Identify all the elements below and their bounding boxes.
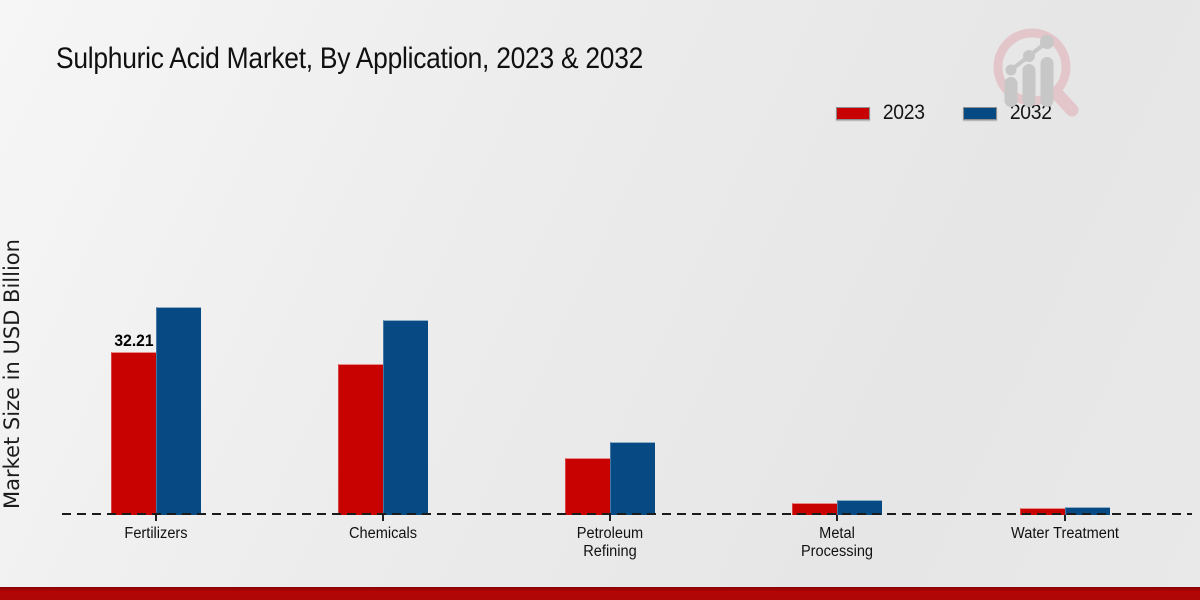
bar-2032-chemicals: [383, 320, 429, 515]
bar-2023-water-treatment: [1019, 508, 1065, 515]
data-label-2023-fertilizers: 32.21: [113, 331, 154, 351]
legend: 2023 2032: [836, 101, 1053, 125]
category-label-petroleum-refining: Petroleum Refining: [577, 525, 644, 561]
footer-red-bar: [0, 587, 1200, 600]
legend-label-2023: 2023: [882, 101, 925, 124]
legend-item-2032: 2032: [962, 101, 1054, 125]
category-label-fertilizers: Fertilizers: [124, 525, 188, 542]
bar-2023-chemicals: [338, 363, 384, 515]
x-axis-tick-metal-processing: [836, 515, 839, 521]
bar-2023-metal-processing: [792, 503, 838, 515]
bar-2032-metal-processing: [837, 499, 883, 515]
bar-2023-petroleum-refining: [565, 458, 611, 515]
category-label-water-treatment: Water Treatment: [1010, 525, 1119, 542]
legend-item-2023: 2023: [836, 101, 927, 125]
bar-2032-water-treatment: [1064, 506, 1110, 515]
bar-2023-fertilizers: [111, 352, 156, 515]
legend-label-2032: 2032: [1009, 101, 1052, 124]
magnifier-barchart-logo-icon: [993, 28, 1079, 117]
x-axis-baseline: [62, 513, 1192, 515]
x-axis-tick-water-treatment: [1063, 515, 1066, 521]
x-axis-tick-fertilizers: [155, 515, 157, 521]
bar-2032-fertilizers: [156, 307, 201, 515]
category-label-metal-processing: Metal Processing: [801, 525, 874, 561]
chart-title: Sulphuric Acid Market, By Application, 2…: [56, 42, 644, 75]
legend-swatch-2023: [836, 106, 870, 120]
x-axis-tick-chemicals: [382, 515, 385, 521]
bar-2032-petroleum-refining: [610, 442, 656, 515]
x-axis-tick-petroleum-refining: [609, 515, 612, 521]
category-label-chemicals: Chemicals: [349, 525, 418, 542]
legend-swatch-2032: [962, 106, 997, 120]
